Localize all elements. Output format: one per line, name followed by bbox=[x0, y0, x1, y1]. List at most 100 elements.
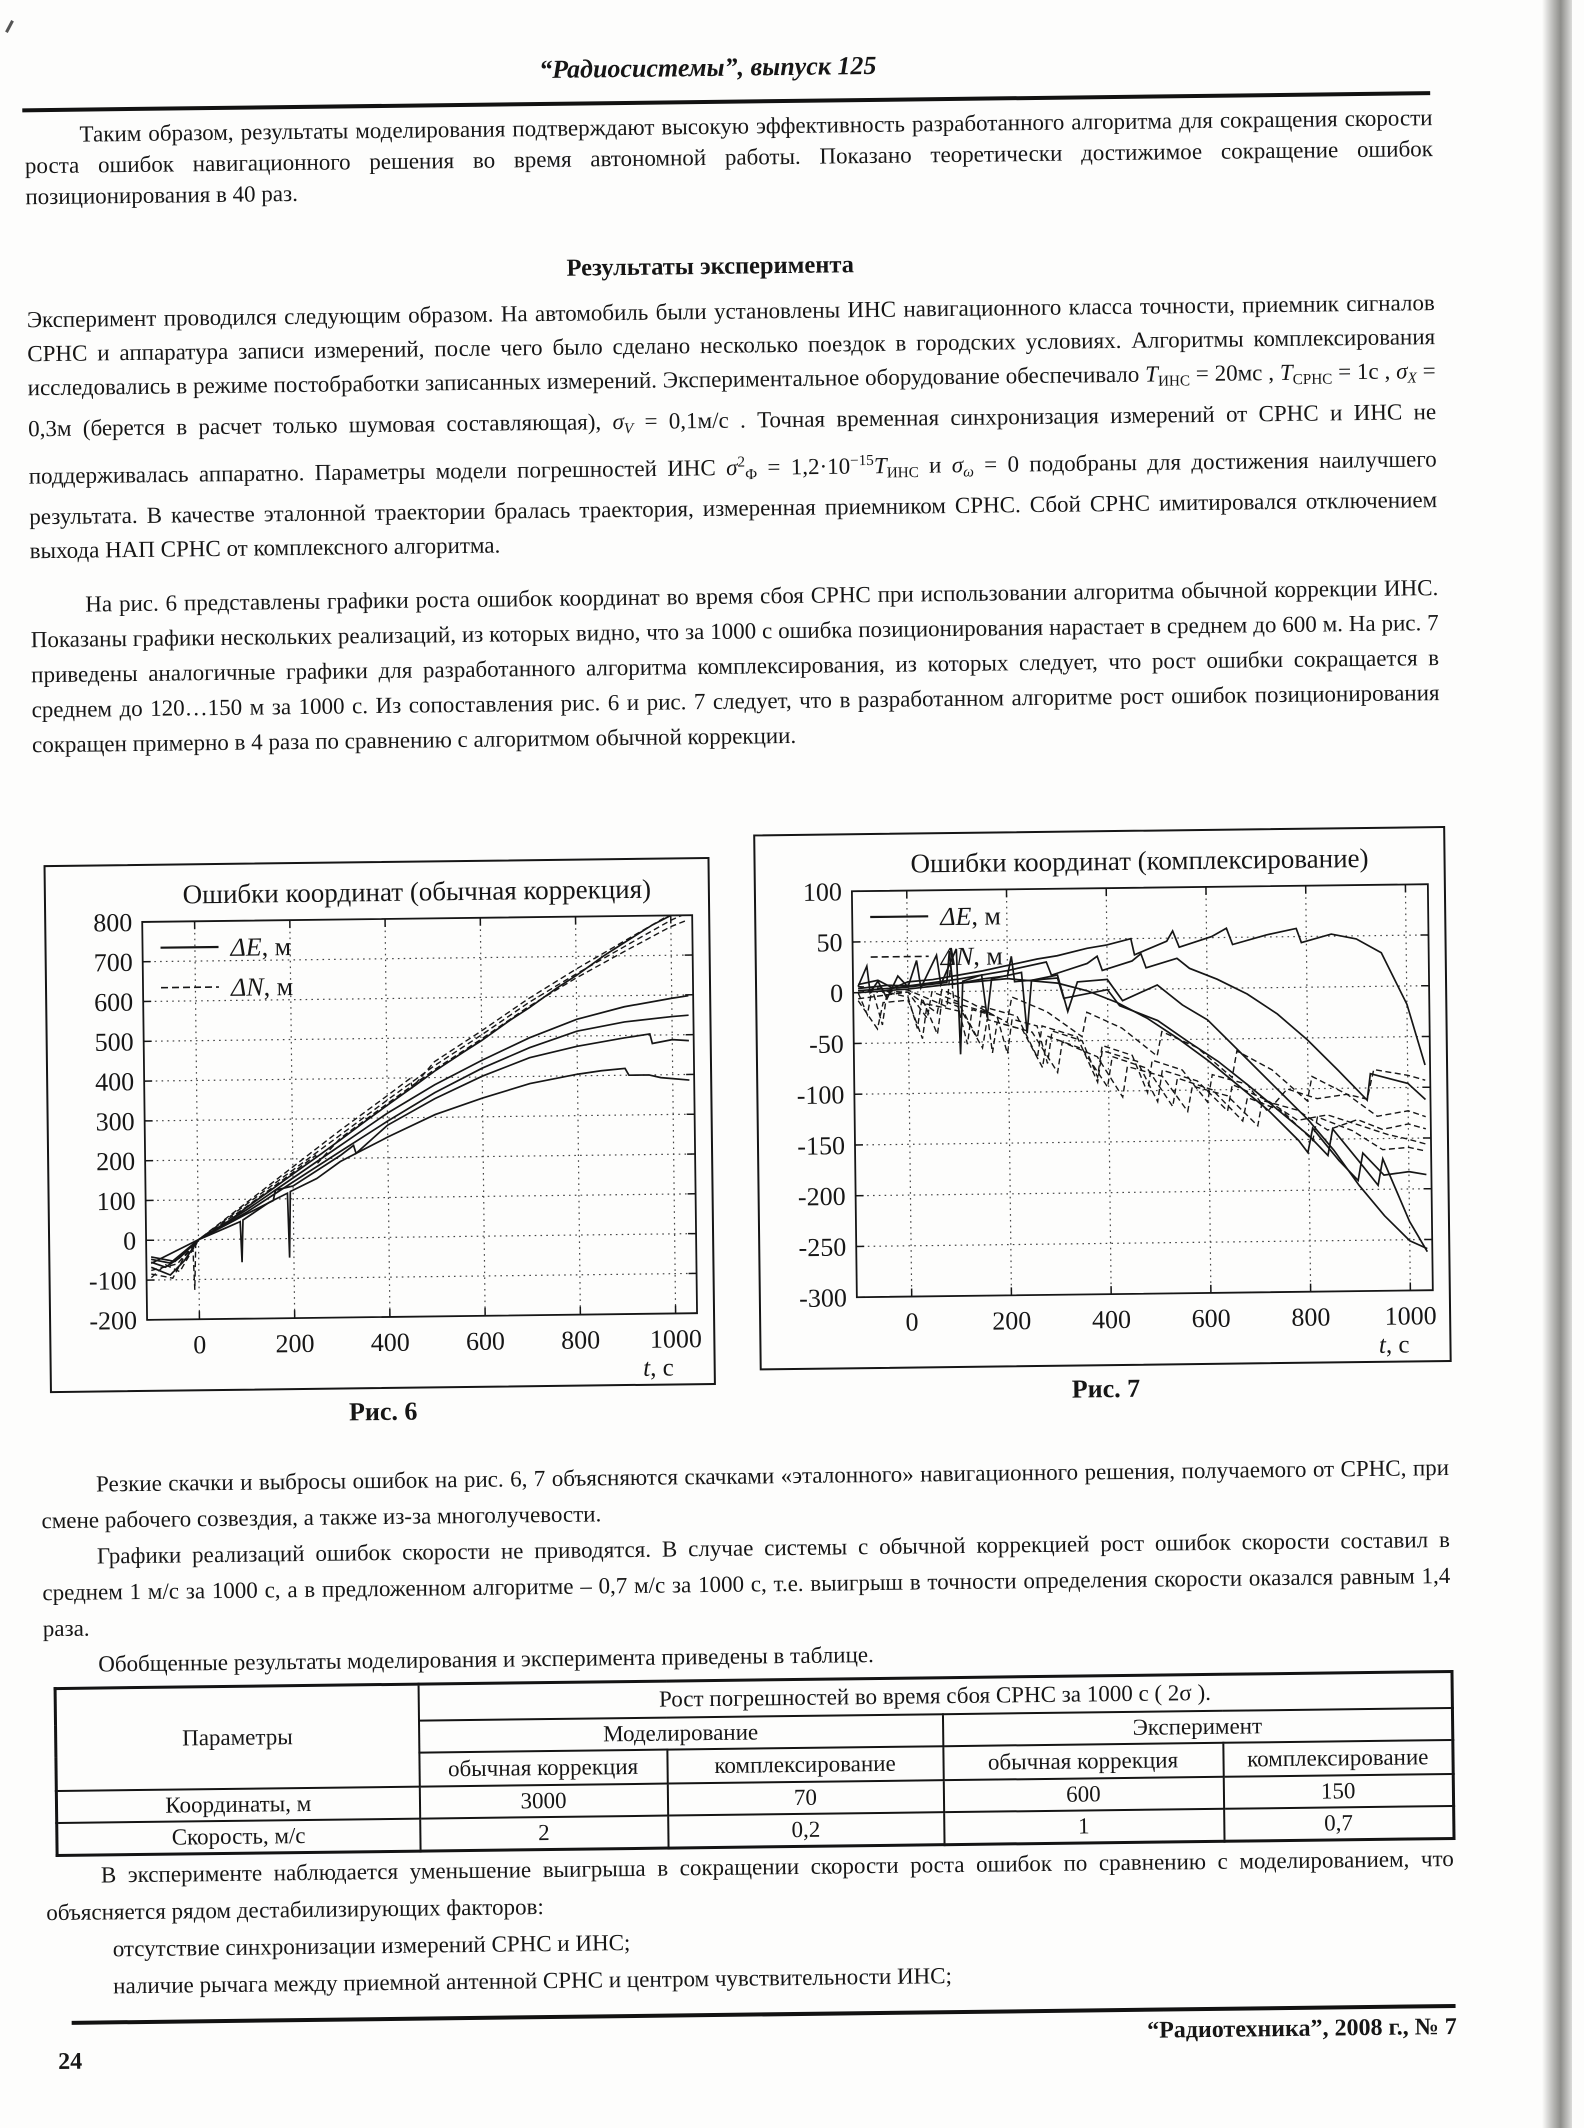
table-subheader: обычная коррекция bbox=[418, 1749, 668, 1787]
legend-line-sample bbox=[870, 955, 929, 958]
cell: 3000 bbox=[419, 1783, 668, 1819]
figure7-chart: Ошибки координат (комплексирование) 100 50… bbox=[753, 826, 1452, 1371]
x-tick-label: 0 bbox=[905, 1307, 918, 1336]
paragraph: На рис. 6 представлены графики роста оши… bbox=[30, 575, 1440, 758]
series-dE bbox=[857, 948, 1428, 1250]
scanner-edge-shadow bbox=[1542, 0, 1572, 2128]
x-tick-label: 200 bbox=[992, 1306, 1031, 1335]
y-tick-label: 700 bbox=[94, 948, 133, 977]
y-tick-label: 800 bbox=[93, 908, 132, 937]
series-dN bbox=[858, 988, 1426, 1118]
series-dN bbox=[858, 965, 1427, 1131]
cell: 0,2 bbox=[667, 1811, 945, 1848]
paragraph: Эксперимент проводился следующим образом… bbox=[26, 290, 1438, 564]
x-tick-label: 400 bbox=[371, 1328, 410, 1357]
y-tick-label: 200 bbox=[96, 1147, 135, 1176]
section-heading: Результаты эксперимента bbox=[566, 251, 855, 282]
plot-border bbox=[141, 914, 698, 1321]
y-tick-label: 0 bbox=[830, 979, 843, 1008]
x-axis-label: t, с bbox=[643, 1354, 674, 1381]
series-dE bbox=[857, 952, 1427, 1103]
series-dE bbox=[857, 927, 1426, 1066]
series-dE bbox=[150, 1067, 690, 1277]
figure-7: Ошибки координат (комплексирование) 100 50… bbox=[753, 826, 1452, 1408]
x-axis-label: t, с bbox=[1379, 1331, 1410, 1358]
x-tick-label: 200 bbox=[275, 1329, 314, 1358]
y-tick-label: 0 bbox=[123, 1226, 136, 1255]
legend-label: ΔN, м bbox=[230, 972, 293, 1002]
y-tick-label: 400 bbox=[95, 1067, 134, 1096]
y-tick-label: 500 bbox=[95, 1027, 134, 1056]
x-tick-label: 400 bbox=[1092, 1305, 1131, 1334]
y-tick-label: -100 bbox=[797, 1080, 845, 1110]
fig7-svg: Ошибки координат (комплексирование) 100 50… bbox=[797, 843, 1437, 1359]
cell: 2 bbox=[419, 1815, 669, 1851]
series-dE bbox=[858, 977, 1427, 1183]
series-dN bbox=[150, 915, 688, 1279]
figure7-caption: Рис. 7 bbox=[1071, 1373, 1141, 1404]
row-label: Координаты, м bbox=[56, 1786, 420, 1823]
y-tick-label: -200 bbox=[89, 1306, 137, 1336]
y-tick-label: 100 bbox=[803, 877, 842, 906]
cell: 150 bbox=[1223, 1773, 1454, 1809]
conclusion-paragraphs: В эксперименте наблюдается уменьшение вы… bbox=[46, 1840, 1456, 2005]
series-group bbox=[857, 927, 1429, 1253]
experiment-paragraphs: Эксперимент проводился следующим образом… bbox=[27, 286, 1438, 568]
series-dE bbox=[150, 915, 688, 1269]
x-tick-label: 800 bbox=[1291, 1302, 1330, 1331]
table-subheader: комплексирование bbox=[1222, 1739, 1454, 1777]
chart-title: Ошибки координат (обычная коррекция) bbox=[183, 874, 652, 910]
figure-6: Ошибки координат (обычная коррекция) 800 7… bbox=[43, 856, 717, 1431]
x-tick-label: 600 bbox=[466, 1327, 505, 1356]
chart-title: Ошибки координат (комплексирование) bbox=[910, 843, 1368, 879]
series-dN bbox=[858, 990, 1427, 1145]
series-dE bbox=[150, 1032, 689, 1265]
results-table: Параметры Рост погрешностей во время сбо… bbox=[53, 1669, 1456, 1857]
footer-page-number: 24 bbox=[57, 2048, 83, 2076]
cell: 0,7 bbox=[1223, 1805, 1455, 1841]
y-tick-label: -300 bbox=[799, 1283, 847, 1313]
table-subheader: комплексирование bbox=[666, 1745, 944, 1784]
table-col0-header: Параметры bbox=[55, 1684, 420, 1791]
table-subheader: обычная коррекция bbox=[942, 1742, 1224, 1780]
legend-label: ΔN, м bbox=[940, 941, 1003, 971]
series-group bbox=[150, 915, 690, 1290]
paragraph: Графики реализаций ошибок скорости не пр… bbox=[42, 1526, 1451, 1642]
legend-line-sample bbox=[160, 945, 219, 949]
legend-line-sample bbox=[161, 986, 220, 989]
discussion-paragraphs: Резкие скачки и выбросы ошибок на рис. 6… bbox=[41, 1450, 1452, 1683]
y-tick-label: 300 bbox=[95, 1107, 134, 1136]
figures-intro-paragraphs: На рис. 6 представлены графики роста оши… bbox=[30, 570, 1440, 762]
x-tick-label: 800 bbox=[561, 1325, 600, 1354]
y-tick-label: -150 bbox=[797, 1131, 845, 1161]
figure6-caption: Рис. 6 bbox=[348, 1396, 418, 1427]
x-tick-label: 600 bbox=[1192, 1304, 1231, 1333]
row-label: Скорость, м/с bbox=[56, 1818, 421, 1856]
legend-label: ΔE, м bbox=[229, 932, 291, 962]
plot-border bbox=[850, 883, 1434, 1299]
series-dN bbox=[151, 919, 688, 1272]
y-tick-label: -50 bbox=[809, 1030, 844, 1059]
cell: 1 bbox=[943, 1808, 1225, 1845]
y-tick-label: 100 bbox=[96, 1187, 135, 1216]
y-tick-label: -200 bbox=[798, 1182, 846, 1212]
x-tick-label: 1000 bbox=[1385, 1301, 1437, 1331]
series-dN bbox=[857, 988, 1426, 1113]
y-tick-label: -100 bbox=[89, 1266, 137, 1296]
series-dN bbox=[857, 999, 1427, 1152]
x-tick-label: 1000 bbox=[650, 1324, 702, 1354]
figure6-chart: Ошибки координат (обычная коррекция) 800 7… bbox=[43, 856, 716, 1394]
intro-paragraphs: Таким образом, результаты моделирования … bbox=[24, 102, 1433, 212]
x-tick-label: 0 bbox=[193, 1330, 206, 1359]
legend-label: ΔE, м bbox=[939, 901, 1001, 931]
legend-line-sample bbox=[870, 915, 929, 919]
cell: 600 bbox=[943, 1776, 1224, 1812]
paragraph: Таким образом, результаты моделирования … bbox=[24, 105, 1434, 210]
cell: 70 bbox=[667, 1779, 944, 1816]
series-dE bbox=[150, 1014, 689, 1263]
y-tick-label: 50 bbox=[816, 928, 842, 957]
y-tick-label: -250 bbox=[798, 1233, 846, 1263]
series-dN bbox=[151, 915, 688, 1290]
